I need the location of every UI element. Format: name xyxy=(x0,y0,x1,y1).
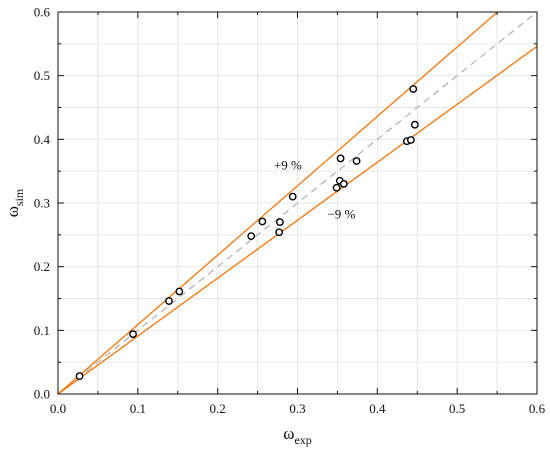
data-point xyxy=(352,157,361,165)
x-tick-label: 0.0 xyxy=(50,401,66,416)
x-axis-title-sub: exp xyxy=(294,433,311,447)
x-tick-label: 0.1 xyxy=(130,401,146,416)
data-point xyxy=(276,218,284,227)
error-bound-line xyxy=(57,45,538,395)
data-point xyxy=(410,120,419,129)
data-point xyxy=(406,136,415,144)
reference-lines xyxy=(57,11,538,395)
data-point xyxy=(75,372,84,381)
x-tick-labels: 0.0 0.1 0.2 0.3 0.4 0.5 0.6 xyxy=(50,401,546,416)
y-tick-label: 0.6 xyxy=(34,5,51,20)
x-axis-title: ωexp xyxy=(283,424,312,447)
y-tick-labels: 0.0 0.1 0.2 0.3 0.4 0.5 0.6 xyxy=(34,5,51,402)
identity-line xyxy=(57,11,538,395)
line-annotation: +9 % xyxy=(274,157,302,172)
data-point xyxy=(258,217,267,226)
axis-ticks xyxy=(57,11,538,395)
y-axis-title-sub: sim xyxy=(12,188,26,206)
error-bound-line xyxy=(57,11,498,395)
y-tick-label: 0.1 xyxy=(34,323,50,338)
y-axis-title: ωsim xyxy=(3,188,26,217)
data-point xyxy=(165,297,173,305)
x-tick-label: 0.6 xyxy=(529,401,546,416)
x-tick-label: 0.5 xyxy=(449,401,465,416)
x-tick-label: 0.2 xyxy=(210,401,226,416)
data-point xyxy=(339,179,348,188)
y-tick-label: 0.0 xyxy=(34,387,50,402)
x-tick-label: 0.3 xyxy=(289,401,305,416)
x-tick-label: 0.4 xyxy=(369,401,386,416)
data-point xyxy=(336,154,345,163)
data-point xyxy=(275,228,284,237)
data-point xyxy=(175,287,184,296)
y-tick-label: 0.2 xyxy=(34,259,50,274)
y-tick-label: 0.4 xyxy=(34,132,51,147)
data-point xyxy=(409,85,418,93)
x-axis-title-main: ω xyxy=(283,424,294,443)
line-annotation: −9 % xyxy=(327,206,355,221)
data-point xyxy=(288,192,297,201)
y-axis-title-main: ω xyxy=(3,206,22,217)
y-tick-label: 0.3 xyxy=(34,196,50,211)
data-point xyxy=(332,183,341,192)
data-points xyxy=(75,85,419,381)
data-point xyxy=(129,330,137,339)
y-tick-label: 0.5 xyxy=(34,68,50,83)
annotations: +9 % −9 % xyxy=(274,157,356,221)
data-point xyxy=(247,232,256,241)
